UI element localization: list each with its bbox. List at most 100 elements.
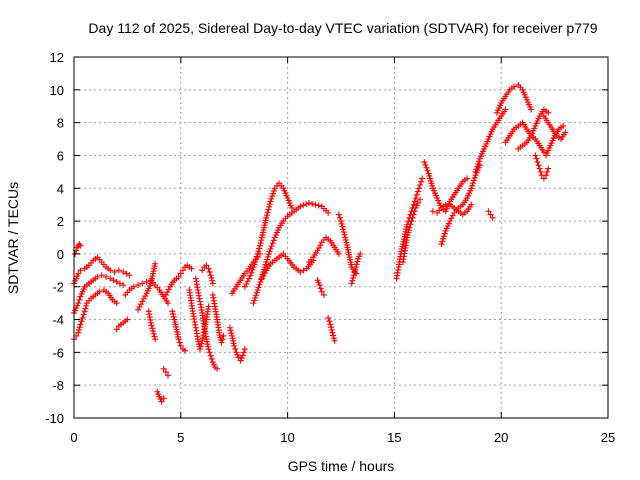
data-point — [543, 172, 550, 179]
series-sat-ad — [429, 201, 475, 218]
data-point — [75, 270, 82, 277]
series-sat-w — [314, 277, 327, 298]
data-point — [489, 214, 496, 221]
data-point — [312, 201, 319, 208]
data-point — [331, 337, 338, 344]
data-point — [169, 311, 176, 318]
series-sat-q — [226, 324, 248, 364]
data-point — [270, 190, 277, 197]
data-point — [532, 152, 539, 159]
data-point — [348, 280, 355, 287]
data-point — [158, 398, 165, 405]
x-tick-labels: 0 5 10 15 20 25 — [70, 430, 615, 445]
plot-frame — [73, 56, 609, 419]
data-point — [314, 247, 321, 254]
data-point — [315, 244, 322, 251]
data-point — [107, 275, 114, 282]
series-sat-l — [169, 308, 189, 354]
data-point — [206, 268, 213, 275]
data-point — [199, 267, 206, 274]
data-point — [449, 212, 456, 219]
data-point — [536, 165, 543, 172]
series-sat-p — [209, 291, 227, 346]
data-point — [545, 109, 552, 116]
data-point — [309, 200, 316, 207]
data-point — [239, 352, 246, 359]
data-point — [107, 267, 114, 274]
series-sat-am — [543, 122, 567, 159]
series-sat-i — [154, 388, 167, 405]
data-point — [75, 326, 82, 333]
series-sat-n — [192, 275, 221, 372]
data-point — [406, 224, 413, 231]
data-point — [142, 293, 149, 300]
data-point — [511, 83, 518, 90]
data-point — [472, 168, 479, 175]
series-sat-k — [162, 262, 195, 298]
y-tick-label: 6 — [57, 148, 64, 163]
data-point — [207, 272, 214, 279]
data-point — [411, 198, 418, 205]
data-point — [188, 265, 195, 272]
data-point — [143, 278, 150, 285]
data-point — [429, 208, 436, 215]
data-point — [303, 201, 310, 208]
data-point — [220, 332, 227, 339]
data-point — [473, 166, 480, 173]
data-point — [78, 318, 85, 325]
y-tick-label: -10 — [45, 411, 64, 426]
data-point — [264, 253, 271, 260]
data-point — [464, 175, 471, 182]
series-sat-c — [71, 287, 120, 343]
data-point — [353, 261, 360, 268]
x-tick-label: 25 — [601, 430, 615, 445]
data-point — [261, 270, 268, 277]
y-axis-label: SDTVAR / TECUs — [5, 182, 21, 294]
data-point — [424, 167, 431, 174]
data-point — [98, 272, 105, 279]
data-point — [487, 211, 494, 218]
data-point — [352, 266, 359, 273]
data-point — [475, 158, 482, 165]
data-point — [250, 264, 257, 271]
data-point — [96, 288, 103, 295]
data-point — [175, 273, 182, 280]
data-point — [468, 201, 475, 208]
data-point — [408, 218, 415, 225]
data-point — [241, 283, 248, 290]
data-point — [103, 273, 110, 280]
chart-title: Day 112 of 2025, Sidereal Day-to-day VTE… — [88, 20, 597, 36]
data-point — [270, 237, 277, 244]
data-point — [315, 202, 322, 209]
data-point — [152, 260, 159, 267]
data-point — [76, 324, 83, 331]
data-point — [338, 220, 345, 227]
data-point — [267, 245, 274, 252]
data-point — [534, 159, 541, 166]
data-point — [208, 355, 215, 362]
data-point — [82, 305, 89, 312]
data-point — [130, 283, 137, 290]
data-point — [297, 203, 304, 210]
data-point — [111, 268, 118, 275]
data-point — [413, 191, 420, 198]
data-point — [470, 177, 477, 184]
data-point — [251, 297, 258, 304]
data-point — [439, 238, 446, 245]
data-point — [415, 185, 422, 192]
data-point — [440, 235, 447, 242]
series-sat-j — [160, 365, 171, 379]
data-point — [139, 280, 146, 287]
series-sat-x — [325, 314, 338, 344]
data-point — [255, 248, 262, 255]
data-point — [252, 258, 259, 265]
data-point — [357, 250, 364, 257]
data-point — [252, 256, 259, 263]
data-point — [351, 269, 358, 276]
data-point — [330, 332, 337, 339]
data-point — [77, 321, 84, 328]
data-point — [228, 330, 235, 337]
data-point — [208, 274, 215, 281]
data-point — [269, 193, 276, 200]
data-point — [254, 287, 261, 294]
